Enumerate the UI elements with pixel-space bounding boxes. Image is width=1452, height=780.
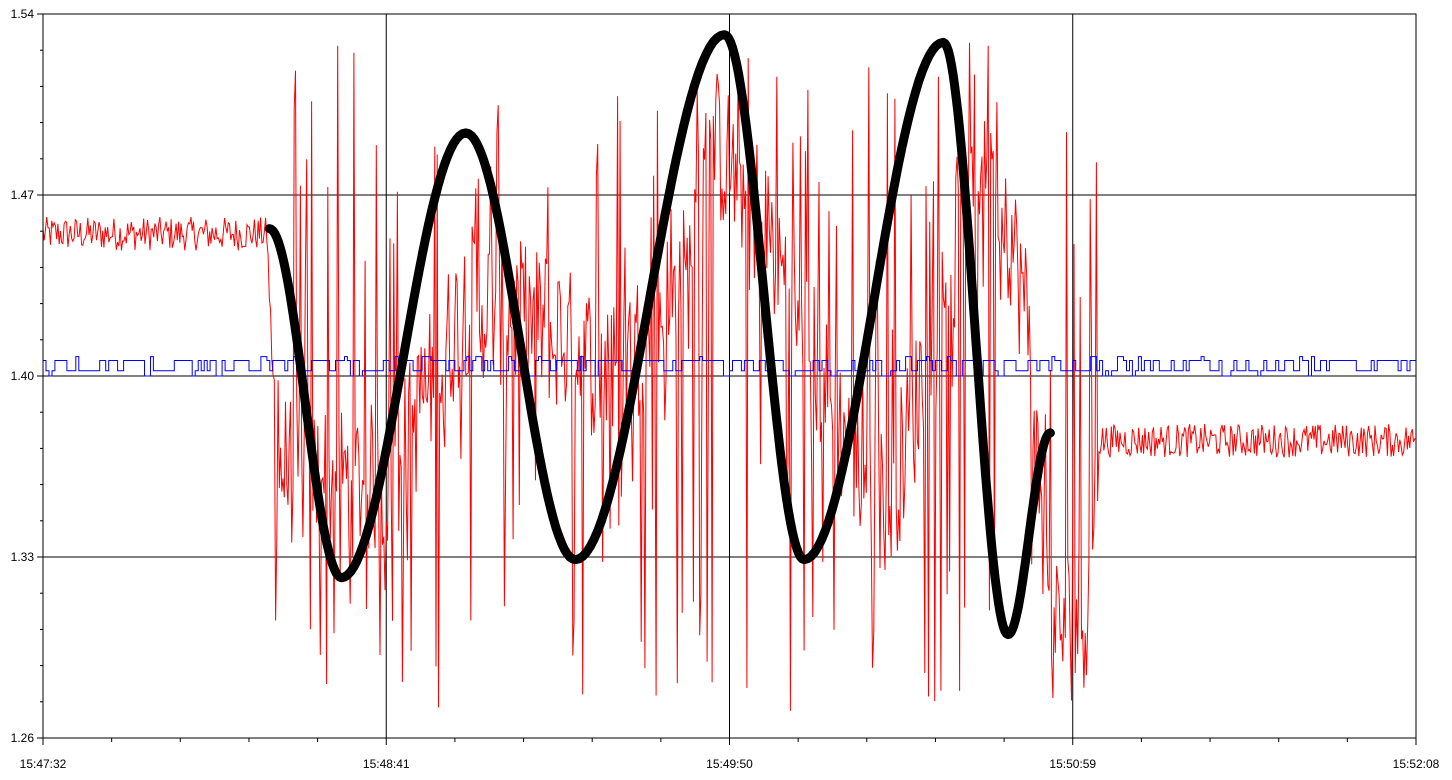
series-blue [42, 356, 1416, 377]
x-tick-label: 15:49:50 [706, 757, 753, 771]
series-black [264, 30, 1055, 640]
y-tick-label: 1.40 [11, 369, 35, 383]
y-tick-label: 1.33 [11, 550, 35, 564]
series-red [42, 42, 1417, 711]
x-tick-label: 15:47:32 [20, 757, 67, 771]
blue-series-line [42, 356, 1416, 377]
x-tick-label: 15:52:08 [1393, 757, 1440, 771]
y-tick-label: 1.26 [11, 731, 35, 745]
red-series-line [42, 42, 1417, 711]
axes: 15:47:32 15:48:41 15:49:50 15:50:59 15:52:08… [11, 7, 1440, 771]
x-tick-label: 15:50:59 [1049, 757, 1096, 771]
x-tick-label: 15:48:41 [363, 757, 410, 771]
black-series-line [264, 30, 1055, 640]
y-tick-label: 1.47 [11, 188, 35, 202]
y-tick-label: 1.54 [11, 7, 35, 21]
